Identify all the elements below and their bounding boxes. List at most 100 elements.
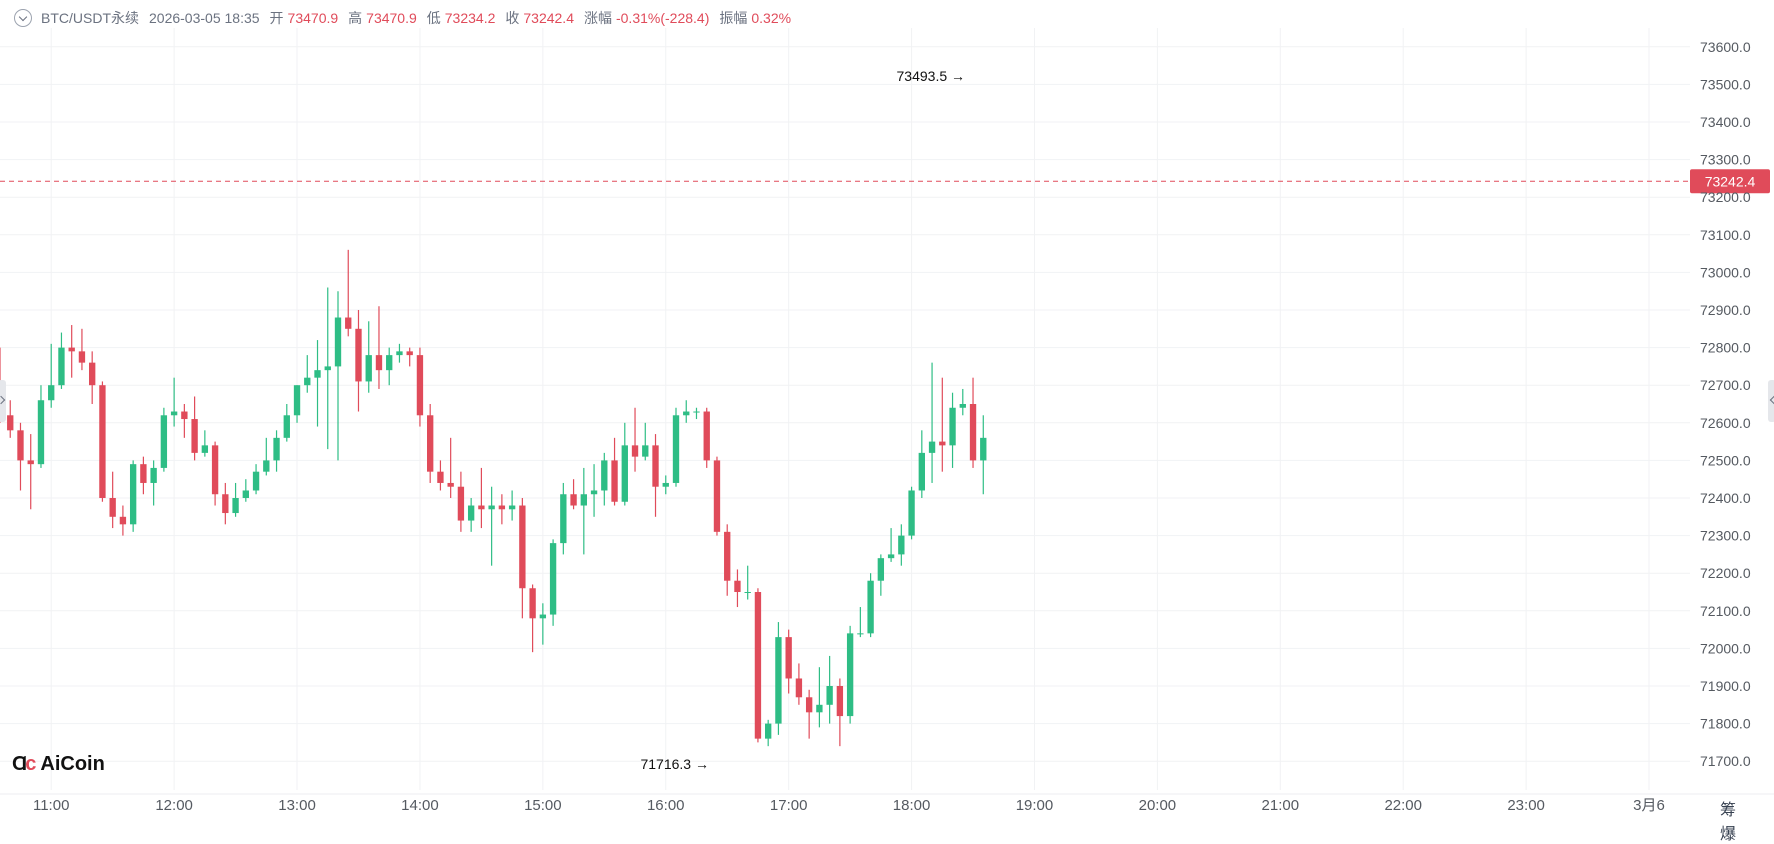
candle-body	[887, 554, 895, 559]
candle-body	[765, 723, 772, 739]
candle-up	[549, 539, 557, 626]
candle-body	[601, 460, 608, 491]
symbol-name[interactable]: BTC/USDT永续	[41, 10, 139, 26]
time-tick-label: 21:00	[1262, 797, 1300, 814]
candle-body	[222, 494, 229, 514]
candle-body	[539, 614, 547, 619]
open-label: 开	[269, 10, 284, 26]
candle-body	[877, 558, 885, 581]
time-tick-label: 22:00	[1384, 797, 1422, 814]
candle-down	[805, 689, 813, 739]
candle-body	[693, 411, 700, 413]
extreme-price-annotation: 73493.5 →	[897, 68, 966, 84]
price-tick-label: 72000.0	[1700, 640, 1751, 656]
candle-body	[969, 404, 977, 461]
change-value: -0.31%(-228.4)	[615, 10, 710, 26]
candle-down	[406, 347, 413, 367]
candle-down	[68, 325, 75, 378]
candle-down	[939, 377, 946, 472]
candle-down	[17, 422, 24, 491]
candle-body	[324, 366, 331, 371]
candle-body	[170, 411, 178, 416]
candle-down	[713, 456, 721, 536]
candle-body	[672, 415, 680, 483]
candle-up	[590, 464, 598, 517]
candle-down	[181, 404, 188, 438]
candle-body	[846, 633, 854, 717]
candle-body	[273, 437, 280, 461]
candle-up	[887, 528, 895, 562]
candle-down	[119, 505, 127, 536]
chevron-down-icon[interactable]	[14, 9, 32, 27]
candle-up	[662, 475, 669, 495]
candle-up	[160, 407, 168, 472]
collapse-right-tab[interactable]	[1768, 380, 1774, 422]
time-tick-label: 3月6	[1633, 797, 1665, 814]
candle-up	[488, 486, 495, 566]
candle-up	[232, 482, 239, 517]
candle-body	[683, 411, 690, 416]
time-tick-label: 16:00	[647, 797, 685, 814]
price-tick-label: 72100.0	[1700, 603, 1751, 619]
time-tick-label: 20:00	[1139, 797, 1177, 814]
time-tick-label: 18:00	[893, 797, 931, 814]
candle-body	[816, 704, 823, 713]
collapse-left-tab[interactable]	[0, 380, 6, 422]
candle-up	[396, 343, 403, 363]
candle-body	[457, 486, 465, 521]
candle-up	[150, 460, 157, 506]
time-tick-label: 11:00	[33, 797, 69, 814]
candle-body	[150, 467, 157, 483]
candle-body	[621, 445, 628, 502]
candle-up	[293, 385, 301, 423]
candle-down	[375, 306, 383, 389]
candle-up	[129, 460, 137, 532]
candle-body	[805, 697, 813, 713]
price-tick-label: 73600.0	[1700, 39, 1751, 55]
time-tick-label: 23:00	[1507, 797, 1545, 814]
candle-body	[949, 407, 956, 446]
candle-up	[867, 573, 874, 638]
price-tick-label: 73000.0	[1700, 264, 1751, 280]
price-tick-label: 71900.0	[1700, 678, 1751, 694]
candle-body	[529, 588, 536, 619]
candle-up	[744, 565, 751, 600]
candle-body	[386, 355, 393, 371]
candle-body	[549, 543, 557, 615]
candle-up	[560, 482, 567, 555]
time-tick-label: 12:00	[155, 797, 193, 814]
candle-up	[252, 464, 260, 495]
candle-body	[467, 505, 475, 521]
candle-up	[949, 392, 956, 468]
time-tick-label: 17:00	[770, 797, 808, 814]
candle-body	[201, 445, 209, 453]
corner-tools-label[interactable]: 筹 爆	[1720, 802, 1749, 843]
price-tick-label: 73200.0	[1700, 189, 1751, 205]
price-tick-label: 73400.0	[1700, 114, 1751, 130]
candle-body	[252, 471, 260, 491]
current-price-label: 73242.4	[1705, 173, 1756, 189]
candle-body	[826, 686, 833, 705]
candle-body	[519, 505, 526, 589]
candle-body	[48, 385, 55, 401]
price-tick-label: 71700.0	[1700, 753, 1751, 769]
price-tick-label: 73300.0	[1700, 152, 1751, 168]
candlestick-chart[interactable]: 73242.4 73493.5 → 71716.3 → 71700.0 71800.0…	[0, 0, 1774, 820]
candle-up	[365, 321, 372, 393]
candle-down	[447, 437, 454, 498]
candle-up	[263, 437, 270, 476]
candle-up	[672, 407, 680, 487]
time-tick-label: 13:00	[278, 797, 316, 814]
candle-up	[775, 622, 782, 735]
candle-down	[478, 467, 485, 529]
candle-body	[109, 498, 116, 517]
candle-up	[37, 385, 45, 468]
aicoin-logo: Ɑc AiCoin	[12, 753, 105, 776]
candle-body	[447, 482, 454, 487]
candle-body	[283, 415, 290, 438]
candle-body	[27, 460, 34, 465]
candle-body	[427, 415, 434, 472]
candle-down	[519, 498, 526, 619]
price-tick-label: 72200.0	[1700, 565, 1751, 581]
candle-body	[334, 317, 342, 367]
